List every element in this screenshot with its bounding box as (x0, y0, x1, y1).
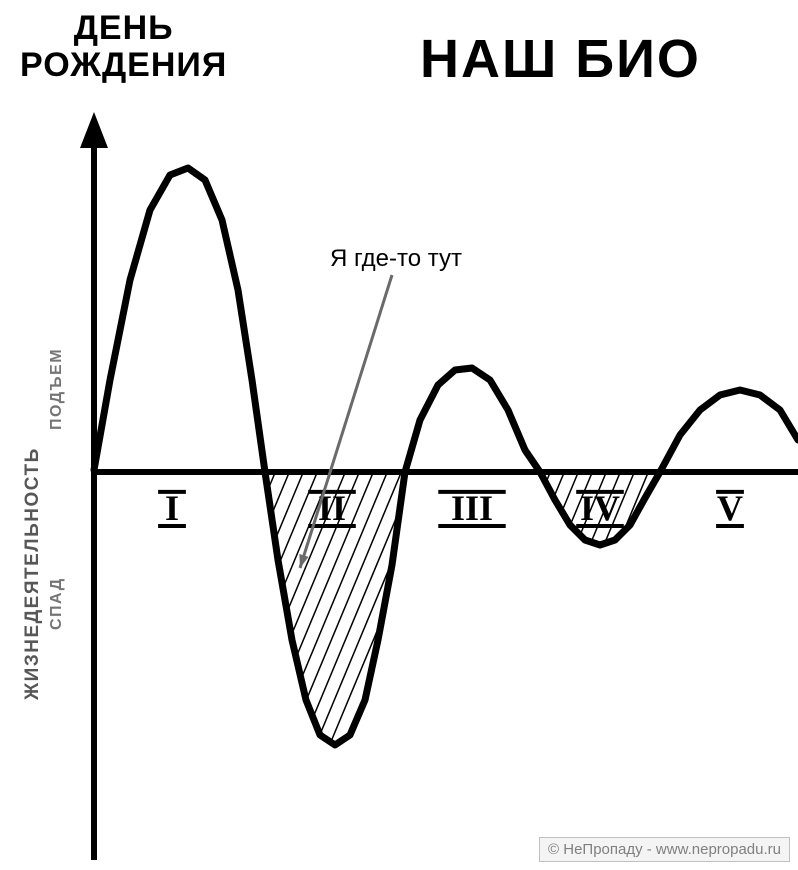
x-tick-5: V (716, 488, 744, 528)
svg-text:IV: IV (580, 488, 620, 528)
annotation-arrowhead (299, 554, 308, 568)
svg-text:I: I (165, 488, 179, 528)
watermark: © НеПропаду - www.nepropadu.ru (539, 837, 790, 862)
x-tick-1: I (158, 488, 186, 528)
svg-text:V: V (717, 488, 743, 528)
biorhythm-curve (94, 168, 798, 745)
svg-text:III: III (451, 488, 493, 528)
biorhythm-chart: IIIIIIIVV (0, 0, 798, 870)
x-tick-4: IV (576, 488, 624, 528)
y-axis-arrowhead (80, 112, 108, 148)
x-tick-3: III (438, 488, 505, 528)
chart-container: ДЕНЬ РОЖДЕНИЯ НАШ БИО Я где-то тут ЖИЗНЕ… (0, 0, 798, 870)
